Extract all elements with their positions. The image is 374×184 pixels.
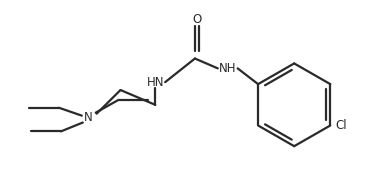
Text: HN: HN xyxy=(147,76,164,89)
Text: O: O xyxy=(192,13,202,26)
Text: N: N xyxy=(85,111,93,124)
Text: NH: NH xyxy=(219,62,236,75)
Text: Cl: Cl xyxy=(335,119,347,132)
